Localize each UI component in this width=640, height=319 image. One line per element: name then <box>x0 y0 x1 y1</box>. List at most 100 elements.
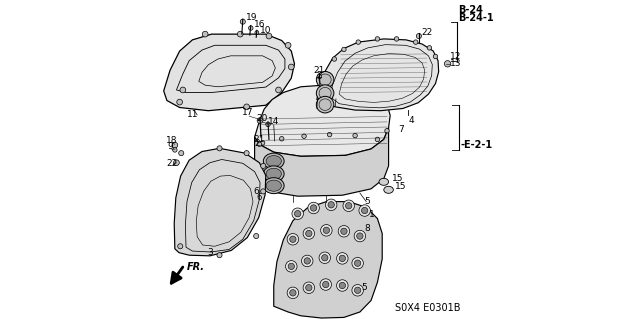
Circle shape <box>280 137 284 141</box>
Circle shape <box>338 226 349 237</box>
Polygon shape <box>317 39 438 111</box>
Text: 15: 15 <box>395 182 406 191</box>
Text: 1: 1 <box>369 210 375 219</box>
Circle shape <box>240 19 245 24</box>
Circle shape <box>301 255 313 267</box>
Circle shape <box>257 142 262 146</box>
Circle shape <box>375 137 380 142</box>
Text: 9: 9 <box>167 142 173 151</box>
Text: 13: 13 <box>450 59 461 68</box>
Circle shape <box>320 279 332 290</box>
Circle shape <box>359 205 371 216</box>
Circle shape <box>285 261 297 272</box>
Text: 10: 10 <box>260 26 271 35</box>
Ellipse shape <box>266 180 282 191</box>
Ellipse shape <box>316 71 334 88</box>
Circle shape <box>343 200 355 211</box>
Circle shape <box>356 40 360 44</box>
Circle shape <box>323 281 329 288</box>
Ellipse shape <box>266 168 282 179</box>
Circle shape <box>253 234 259 239</box>
Circle shape <box>290 290 296 296</box>
Circle shape <box>287 234 299 245</box>
Text: 5: 5 <box>365 197 371 206</box>
Circle shape <box>180 87 186 93</box>
Circle shape <box>177 99 182 105</box>
Circle shape <box>340 228 347 234</box>
Circle shape <box>303 282 315 293</box>
Ellipse shape <box>379 178 388 185</box>
Circle shape <box>362 207 368 214</box>
Polygon shape <box>255 85 390 156</box>
Ellipse shape <box>264 153 284 169</box>
Circle shape <box>173 160 179 166</box>
Text: 14: 14 <box>268 117 280 126</box>
Circle shape <box>217 146 222 151</box>
Circle shape <box>290 236 296 242</box>
Circle shape <box>285 42 291 48</box>
Ellipse shape <box>316 96 334 113</box>
Ellipse shape <box>384 186 394 193</box>
Circle shape <box>276 87 282 93</box>
Circle shape <box>202 31 208 37</box>
Circle shape <box>339 282 346 289</box>
Circle shape <box>352 285 364 296</box>
Polygon shape <box>164 34 294 111</box>
Circle shape <box>173 148 177 152</box>
Circle shape <box>260 141 265 145</box>
Text: B-24-1: B-24-1 <box>458 13 493 23</box>
Text: 7: 7 <box>398 125 404 134</box>
Ellipse shape <box>266 155 282 167</box>
Circle shape <box>323 227 330 234</box>
Circle shape <box>306 285 312 291</box>
Ellipse shape <box>264 178 284 194</box>
Circle shape <box>288 263 294 270</box>
Circle shape <box>433 54 438 59</box>
Circle shape <box>354 230 365 242</box>
Text: 5: 5 <box>362 283 367 292</box>
Circle shape <box>356 233 363 239</box>
Circle shape <box>337 280 348 291</box>
Circle shape <box>317 74 321 79</box>
Circle shape <box>304 258 310 264</box>
Circle shape <box>355 287 361 293</box>
Text: -E-2-1: -E-2-1 <box>460 140 493 150</box>
Polygon shape <box>255 128 388 196</box>
Circle shape <box>417 33 422 39</box>
Circle shape <box>325 199 337 211</box>
Circle shape <box>294 211 301 217</box>
Text: 20: 20 <box>256 114 268 123</box>
Circle shape <box>237 31 243 37</box>
Text: 3: 3 <box>208 248 214 257</box>
Polygon shape <box>174 148 266 256</box>
Circle shape <box>337 253 348 264</box>
Circle shape <box>353 133 357 138</box>
Circle shape <box>352 257 364 269</box>
Circle shape <box>260 189 266 194</box>
Text: FR.: FR. <box>187 262 205 272</box>
Circle shape <box>248 26 253 30</box>
Circle shape <box>306 230 312 237</box>
Text: 6: 6 <box>253 187 259 196</box>
Circle shape <box>327 132 332 137</box>
Circle shape <box>257 118 263 123</box>
Circle shape <box>266 33 272 39</box>
Circle shape <box>427 46 431 50</box>
Circle shape <box>319 252 330 263</box>
Circle shape <box>342 47 346 52</box>
Text: 6: 6 <box>257 193 262 202</box>
Text: 17: 17 <box>242 108 253 117</box>
Text: 15: 15 <box>392 174 403 183</box>
Text: 22: 22 <box>422 28 433 37</box>
Text: 11: 11 <box>187 110 198 119</box>
Text: 12: 12 <box>450 52 461 61</box>
Circle shape <box>355 260 361 266</box>
Circle shape <box>302 134 307 138</box>
Circle shape <box>332 57 337 61</box>
Text: 22: 22 <box>166 159 177 168</box>
Circle shape <box>375 37 380 41</box>
Circle shape <box>292 208 303 219</box>
Circle shape <box>287 287 299 299</box>
Text: 8: 8 <box>365 224 371 233</box>
Circle shape <box>321 255 328 261</box>
